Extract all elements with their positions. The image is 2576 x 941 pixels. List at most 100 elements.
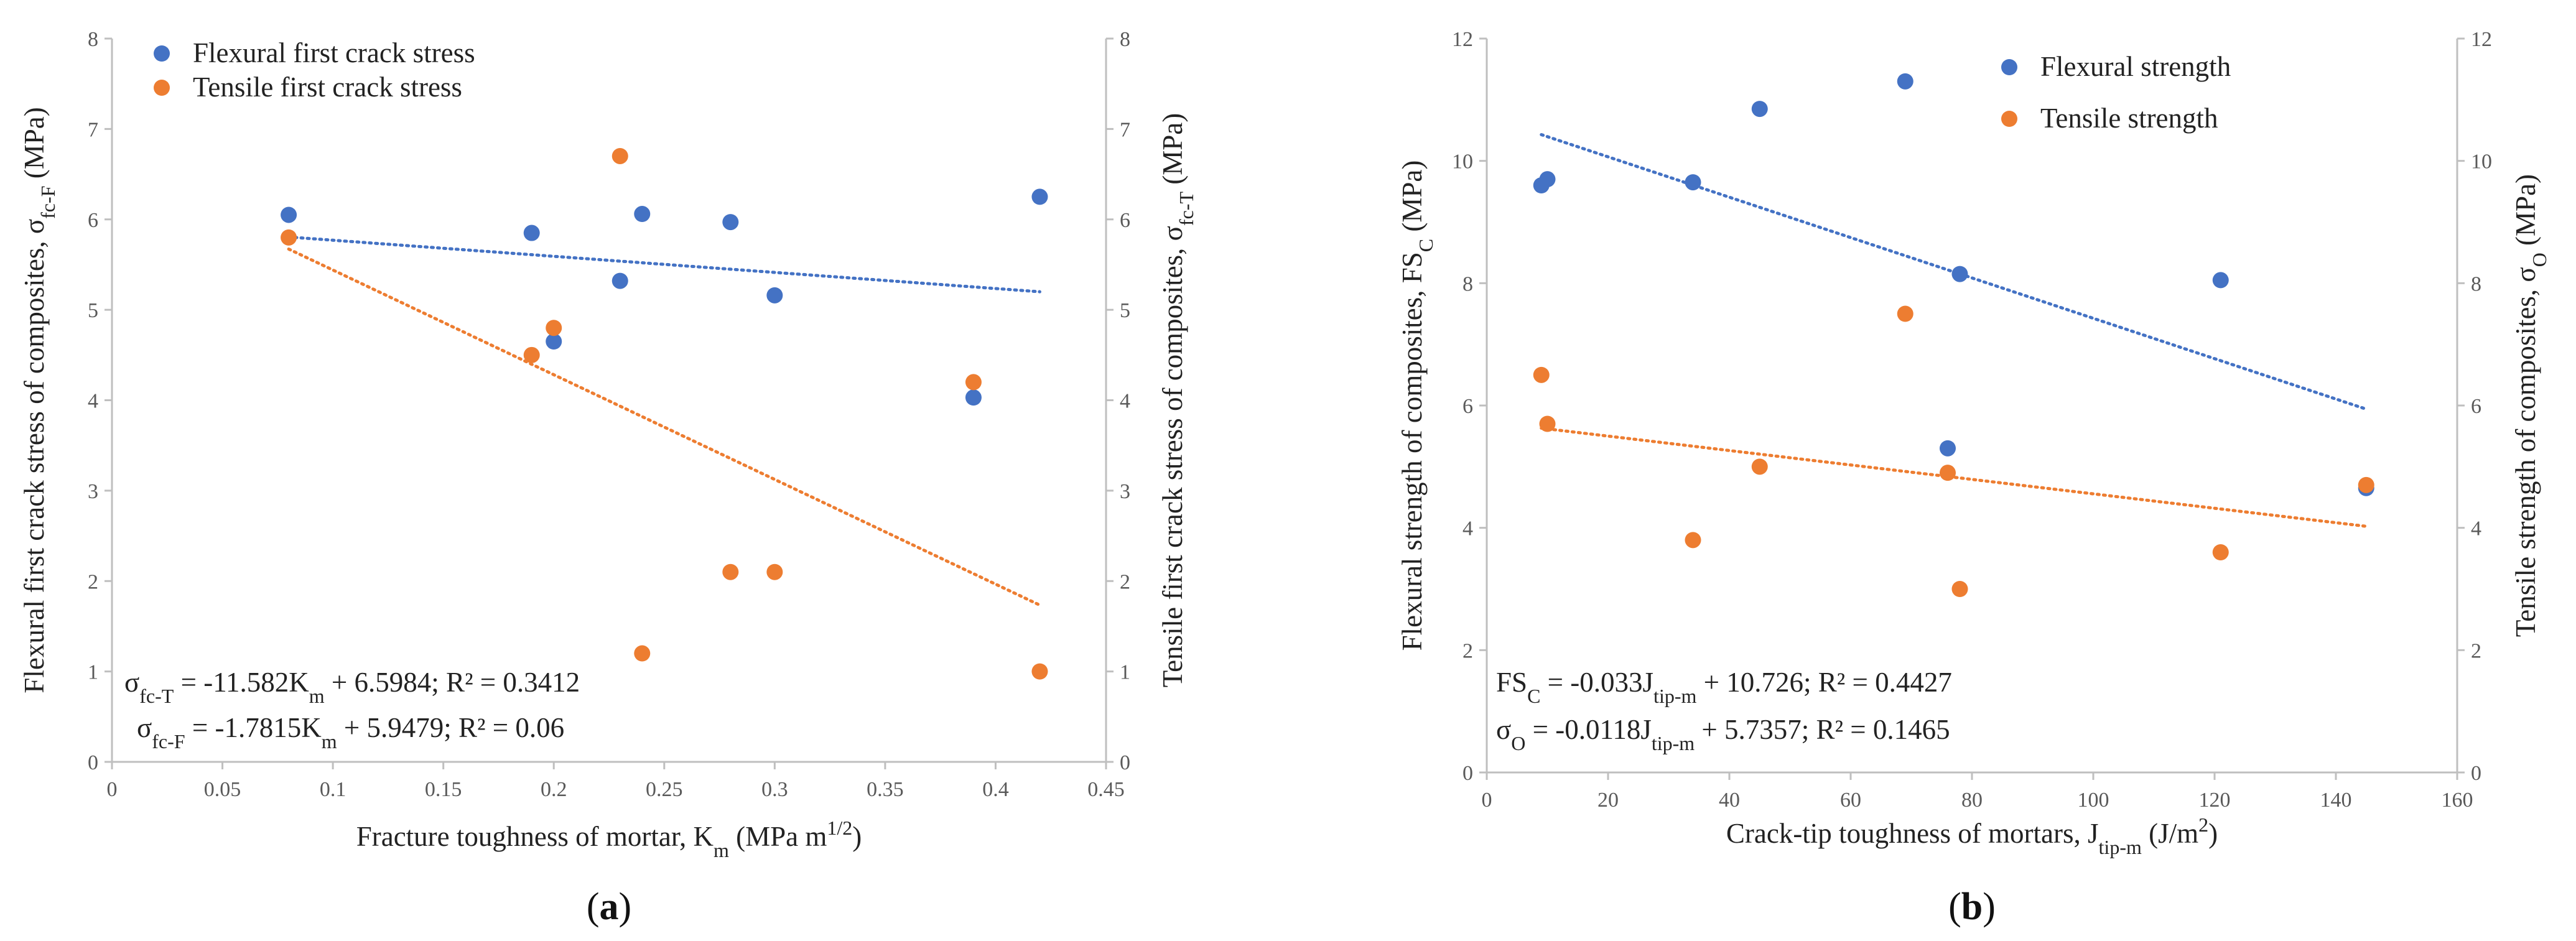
x-tick-label: 20 [1597,789,1619,812]
chart-panel-b: 0 20 40 60 80 100 120 140 160024681012024681012F… [1397,28,2550,928]
x-axis-title-sub: tip-m [2099,836,2142,858]
y-left-title-sub: fc-F [37,186,59,219]
y-left-tick-label: 4 [88,390,98,413]
y-left-tick-label: 8 [88,28,98,51]
legend-label: Flexural strength [2040,51,2231,82]
legend-marker-blue [154,45,170,62]
y-left-tick-label: 7 [88,118,98,141]
x-tick-label: 0 [1482,789,1492,812]
x-tick-label: 40 [1719,789,1740,812]
equation-tail: + 5.7357; R² = 0.1465 [1695,714,1950,745]
data-point-orange [722,563,739,580]
panel-label-open: ( [1948,886,1961,928]
equation-sub2: tip-m [1652,732,1695,754]
y-right-tick-label: 2 [1120,570,1130,593]
data-point-blue [1940,440,1956,457]
legend-marker-orange [2001,111,2017,127]
x-tick-label: 0.1 [320,778,346,801]
y-left-tick-label: 2 [88,570,98,593]
legend-label: Flexural first crack stress [193,37,475,68]
x-tick-label: 160 [2442,789,2473,812]
y-left-title-sub: C [1415,239,1437,252]
y-axis-right-title: Tensile strength of composites, σO (MPa) [2510,174,2550,637]
data-point-orange [634,645,651,662]
x-tick-label: 60 [1840,789,1861,812]
y-right-title-sub: fc-T [1175,192,1197,226]
x-axis-title: Fracture toughness of mortar, Km (MPa m1… [356,817,862,861]
y-right-title-end: (MPa) [1157,113,1188,192]
y-left-tick-label: 0 [1462,762,1473,785]
panel-label: (a) [587,886,631,928]
x-tick-label: 0.4 [982,778,1009,801]
data-point-orange [1940,465,1956,481]
data-point-orange [1533,366,1550,383]
data-point-blue [1031,188,1048,205]
x-tick-label: 100 [2078,789,2109,812]
x-tick-label: 0.15 [425,778,462,801]
y-left-title-main: Flexural strength of composites, FS [1397,252,1428,651]
equation-mid: = -1.7815K [185,712,322,743]
data-point-orange [1685,532,1701,549]
legend-marker-blue [2001,59,2017,75]
data-point-blue [965,389,982,406]
equation-mid: = -0.0118J [1525,714,1651,745]
x-axis-title-sup: 1/2 [827,817,852,839]
x-axis-title-sub: m [714,839,729,861]
panel-label: (b) [1948,886,1996,928]
trendline-blue [287,235,1041,294]
data-point-orange [1539,415,1556,432]
x-axis-title: Crack-tip toughness of mortars, Jtip-m (… [1726,814,2218,858]
data-point-orange [1031,663,1048,680]
equation-mid: = -11.582K [174,667,309,698]
y-right-tick-label: 3 [1120,480,1130,503]
data-point-orange [523,346,540,363]
y-left-title-end: (MPa) [19,107,50,185]
data-point-orange [1751,458,1768,475]
panel-label-close: ) [1983,886,1996,928]
y-left-tick-label: 2 [1462,639,1473,662]
data-point-blue [281,206,297,223]
x-tick-label: 0.45 [1087,778,1125,801]
x-tick-label: 120 [2199,789,2231,812]
equation-tail: + 5.9479; R² = 0.06 [337,712,565,743]
y-left-tick-label: 12 [1452,28,1473,51]
equation-symbol: σ [137,712,152,743]
equation-mid: = -0.033J [1540,667,1653,698]
data-point-blue [1751,101,1768,118]
y-left-tick-label: 6 [1462,395,1473,418]
x-tick-label: 80 [1961,789,1983,812]
equation-sub2: m [322,730,337,753]
equation-symbol: FS [1496,667,1527,698]
y-right-tick-label: 2 [2471,639,2481,662]
x-axis-title-main: Crack-tip toughness of mortars, J [1726,818,2099,849]
equation-sub2: tip-m [1653,685,1696,707]
legend-label: Tensile strength [2040,103,2218,134]
y-right-title-main: Tensile first crack stress of composites… [1157,226,1188,687]
data-point-orange [611,147,628,164]
x-axis-title-after: (J/m [2142,818,2198,849]
y-axis-right-title: Tensile first crack stress of composites… [1157,113,1197,687]
equation-sub: fc-T [139,685,174,707]
y-right-tick-label: 7 [1120,118,1130,141]
y-axis-left-title: Flexural first crack stress of composite… [19,107,59,693]
equation-sub: fc-F [152,730,185,753]
y-left-tick-label: 1 [88,661,98,684]
y-left-tick-label: 10 [1452,151,1473,174]
data-point-blue [634,206,651,223]
y-right-tick-label: 10 [2471,151,2492,174]
trendline-equation: σO = -0.0118Jtip-m + 5.7357; R² = 0.1465 [1496,714,1950,754]
data-point-blue [1539,171,1556,188]
y-right-tick-label: 0 [2471,762,2481,785]
data-point-blue [611,272,628,289]
x-tick-label: 0 [107,778,118,801]
equation-symbol: σ [1496,714,1511,745]
y-right-tick-label: 1 [1120,661,1130,684]
equation-symbol: σ [124,667,139,698]
legend-label: Tensile first crack stress [193,72,462,103]
data-point-blue [766,287,783,304]
chart-panel-a: 0 0.05 0.1 0.15 0.2 0.25 0.3 0.35 0.4 0.45 0 1 2 3 4 5 6… [19,28,1197,928]
x-tick-label: 0.35 [867,778,904,801]
x-axis-title-end: ) [2208,818,2218,849]
trendline-equation: FSC = -0.033Jtip-m + 10.726; R² = 0.4427 [1496,667,1952,707]
